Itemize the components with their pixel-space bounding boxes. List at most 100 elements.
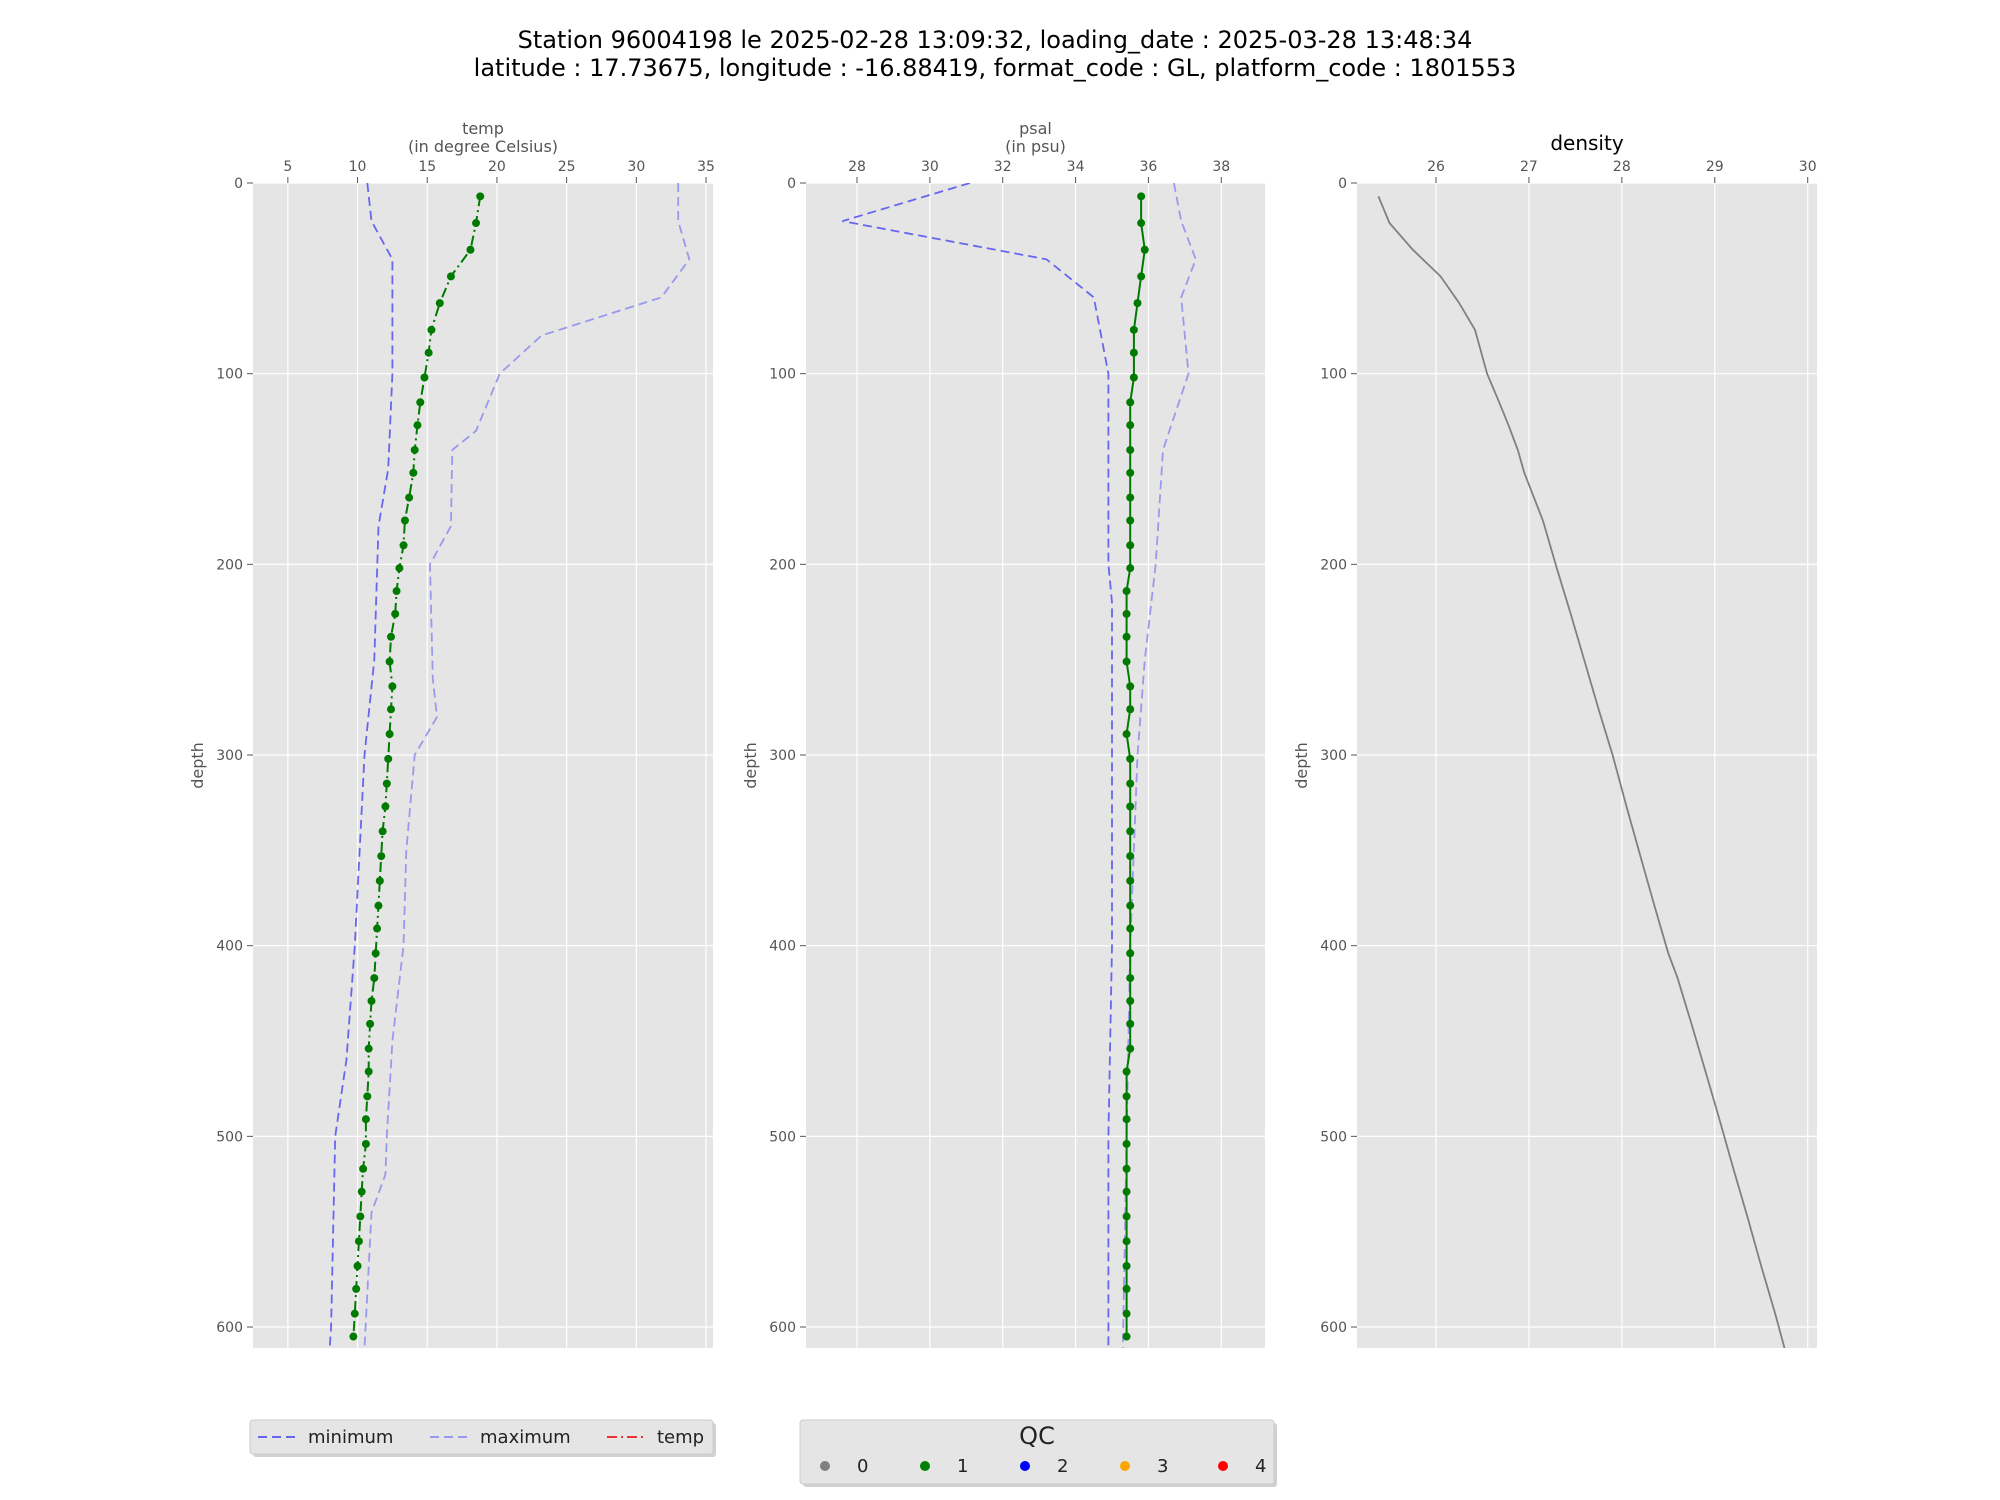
- x-tick-label: 30: [1799, 159, 1817, 175]
- qc-legend: QC 0 1 2 3 4: [799, 1419, 1277, 1487]
- qc-point: [392, 587, 401, 596]
- qc-label-3: 3: [1157, 1456, 1168, 1477]
- qc-point: [420, 373, 429, 382]
- qc-point: [424, 348, 433, 357]
- y-tick-label: 500: [216, 1129, 243, 1145]
- qc-point: [1122, 657, 1131, 666]
- qc-point: [466, 245, 475, 254]
- x-tick-label: 35: [697, 159, 715, 175]
- qc-point: [375, 876, 384, 885]
- legend-label-temp: temp: [657, 1427, 704, 1448]
- y-tick-label: 600: [1320, 1320, 1347, 1336]
- qc-swatch-1: [920, 1461, 930, 1471]
- qc-point: [1126, 802, 1135, 811]
- qc-point: [1122, 1115, 1131, 1124]
- qc-point: [373, 924, 382, 933]
- qc-point: [1126, 901, 1135, 910]
- qc-point: [1126, 705, 1135, 714]
- qc-point: [361, 1115, 370, 1124]
- qc-point: [1126, 445, 1135, 454]
- qc-legend-frame: [799, 1419, 1275, 1485]
- series-group: [842, 183, 1197, 1348]
- qc-point: [1137, 272, 1146, 281]
- qc-point: [1126, 876, 1135, 885]
- y-tick-label: 100: [216, 367, 243, 383]
- qc-point: [1122, 632, 1131, 641]
- qc-point: [1126, 1019, 1135, 1028]
- y-tick-label: 300: [1320, 748, 1347, 764]
- qc-point: [1129, 325, 1138, 334]
- qc-point: [1126, 996, 1135, 1005]
- y-axis-label: depth: [188, 742, 207, 789]
- qc-point: [1122, 587, 1131, 596]
- series-line-density: [1377, 195, 1786, 1348]
- qc-point: [395, 564, 404, 573]
- qc-point: [1122, 1067, 1131, 1076]
- qc-point: [1126, 564, 1135, 573]
- series-line-temp: [352, 196, 482, 1337]
- qc-point: [359, 1164, 368, 1173]
- y-axis-label: depth: [1292, 742, 1311, 789]
- qc-point: [1126, 827, 1135, 836]
- y-tick-label: 300: [216, 748, 243, 764]
- x-axis-label-line1: psal: [1019, 119, 1052, 138]
- qc-point: [400, 516, 409, 525]
- x-axis-label-line1: temp: [462, 119, 504, 138]
- qc-point: [1122, 1262, 1131, 1271]
- qc-point: [1126, 493, 1135, 502]
- qc-point: [356, 1212, 365, 1221]
- qc-point: [357, 1187, 366, 1196]
- qc-point: [1122, 1284, 1131, 1293]
- qc-swatch-3: [1120, 1461, 1130, 1471]
- qc-point: [409, 468, 418, 477]
- qc-point: [1126, 541, 1135, 550]
- qc-point: [1126, 924, 1135, 933]
- legend-label-maximum: maximum: [480, 1427, 571, 1448]
- x-axis-label-line2: (in psu): [1005, 137, 1066, 156]
- x-tick-label: 30: [627, 159, 645, 175]
- figure-title-line1: Station 96004198 le 2025-02-28 13:09:32,…: [518, 26, 1473, 54]
- x-tick-label: 30: [921, 159, 939, 175]
- x-tick-label: 15: [418, 159, 436, 175]
- qc-point: [1129, 348, 1138, 357]
- qc-point: [1122, 1164, 1131, 1173]
- qc-point: [1122, 730, 1131, 739]
- qc-point: [367, 996, 376, 1005]
- qc-point: [1126, 516, 1135, 525]
- qc-point: [1126, 949, 1135, 958]
- qc-point: [1122, 1309, 1131, 1318]
- qc-swatch-4: [1218, 1461, 1228, 1471]
- x-tick-label: 20: [488, 159, 506, 175]
- qc-point: [385, 657, 394, 666]
- qc-point: [1137, 219, 1146, 228]
- qc-point: [1122, 1139, 1131, 1148]
- qc-point: [476, 192, 485, 201]
- y-tick-label: 100: [1320, 367, 1347, 383]
- qc-point: [377, 852, 386, 861]
- y-tick-label: 400: [1320, 939, 1347, 955]
- qc-point: [399, 541, 408, 550]
- qc-point: [388, 682, 397, 691]
- plot-area: [806, 183, 1265, 1348]
- psal-panel: 28 30 32 34 36 38 0 100 200 300 400 500 600 psal(in p…: [741, 119, 1265, 1348]
- qc-point: [349, 1332, 358, 1341]
- x-tick-label: 27: [1520, 159, 1538, 175]
- qc-point: [427, 325, 436, 334]
- temp-panel: 5 10 15 20 25 30 35 0 100 200 300 400 500 600 temp(in …: [188, 119, 715, 1348]
- x-tick-label: 26: [1427, 159, 1445, 175]
- series-group: [328, 183, 691, 1348]
- plot-area: [1357, 183, 1817, 1348]
- qc-point: [353, 1262, 362, 1271]
- x-tick-label: 34: [1067, 159, 1085, 175]
- x-tick-label: 28: [848, 159, 866, 175]
- qc-point: [385, 730, 394, 739]
- series-line-minimum: [328, 183, 394, 1348]
- y-tick-label: 500: [1320, 1129, 1347, 1145]
- y-tick-label: 200: [216, 557, 243, 573]
- qc-point: [1140, 245, 1149, 254]
- qc-point: [370, 974, 379, 983]
- qc-point: [1126, 421, 1135, 430]
- qc-point: [1122, 1212, 1131, 1221]
- x-tick-label: 36: [1140, 159, 1158, 175]
- qc-point: [1126, 682, 1135, 691]
